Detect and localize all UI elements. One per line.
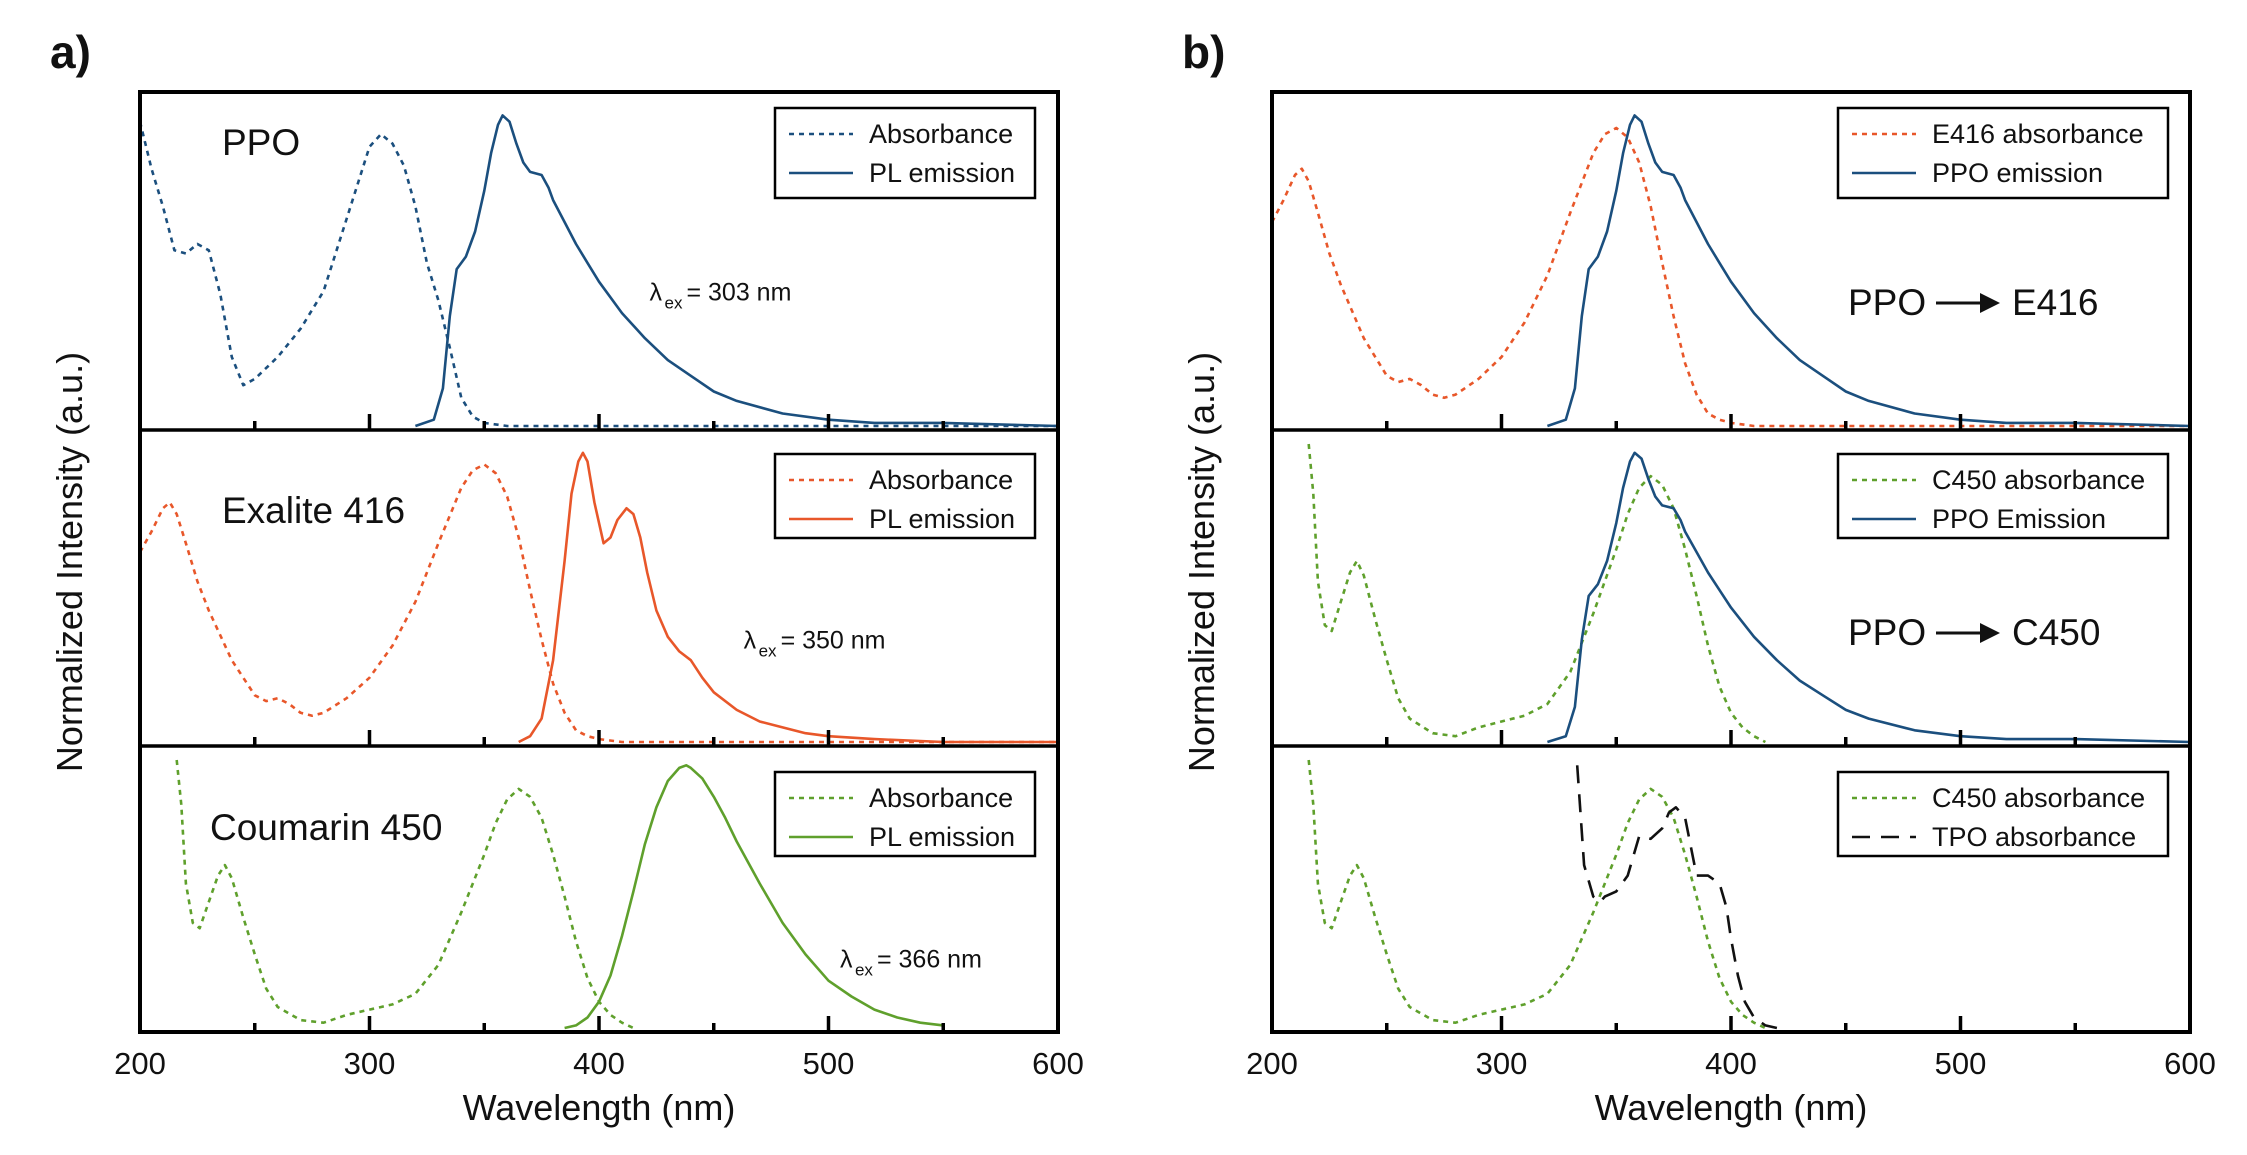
legend-entry: PL emission: [869, 822, 1015, 852]
series-line-pl-emission: [414, 114, 1058, 428]
x-tick-label: 600: [1032, 1046, 1084, 1081]
series-line-pl-emission: [518, 451, 1058, 744]
legend-entry: Absorbance: [869, 465, 1013, 495]
legend-box: [773, 770, 1037, 858]
series-line-ppo-emission: [1546, 114, 2190, 428]
legend-entry: TPO absorbance: [1932, 822, 2136, 852]
legend-entry: PPO emission: [1932, 158, 2103, 188]
transfer-to: C450: [2012, 612, 2100, 653]
transfer-arrow-icon: [1936, 623, 2000, 643]
subplot-curves: [1307, 443, 2190, 744]
y-axis-title: Normalized Intensity (a.u.): [1181, 352, 1222, 772]
series-line-ppo-emission: [1547, 451, 2190, 744]
x-tick-label: 200: [114, 1046, 166, 1081]
subplot-curves: [175, 759, 944, 1030]
legend-entry: PPO Emission: [1932, 504, 2106, 534]
sample-label: PPO: [222, 122, 300, 163]
legend-box: [1836, 106, 2170, 200]
series-line-absorbance: [140, 463, 1058, 744]
legend-box: [773, 106, 1037, 200]
excitation-lambda: λ: [744, 627, 757, 655]
legend-entry: PL emission: [869, 158, 1015, 188]
legend-entry: Absorbance: [869, 783, 1013, 813]
excitation-wavelength: = 366 nm: [877, 946, 982, 974]
series-line-c450-absorbance: [1307, 443, 1766, 744]
series-line-absorbance: [175, 759, 634, 1030]
series-line-pl-emission: [564, 764, 944, 1030]
transfer-to: E416: [2012, 282, 2098, 323]
subplot-curves: [1307, 759, 1778, 1030]
legend-box: [1836, 770, 2170, 858]
x-tick-label: 300: [1476, 1046, 1528, 1081]
x-tick-label: 600: [2164, 1046, 2216, 1081]
excitation-lambda: λ: [649, 279, 662, 307]
plot-frame: [1270, 90, 2192, 1034]
x-axis-title: Wavelength (nm): [1595, 1087, 1868, 1128]
excitation-wavelength: = 350 nm: [781, 627, 886, 655]
legend-entry: Absorbance: [869, 119, 1013, 149]
legend-entry: PL emission: [869, 504, 1015, 534]
legend-box: [1836, 452, 2170, 540]
excitation-subscript: ex: [855, 961, 873, 980]
x-tick-label: 300: [344, 1046, 396, 1081]
panel-label: b): [1182, 26, 1225, 78]
subplot-curves: [140, 114, 1058, 428]
x-axis-title: Wavelength (nm): [463, 1087, 736, 1128]
series-line-e416-absorbance: [1272, 126, 2190, 428]
excitation-wavelength: = 303 nm: [686, 279, 791, 307]
x-tick-label: 400: [573, 1046, 625, 1081]
subplot-curves: [1272, 114, 2190, 428]
x-tick-label: 200: [1246, 1046, 1298, 1081]
legend-box: [773, 452, 1037, 540]
excitation-subscript: ex: [759, 642, 777, 661]
legend-entry: C450 absorbance: [1932, 783, 2145, 813]
panel-label: a): [50, 26, 91, 78]
sample-label: Coumarin 450: [210, 807, 442, 848]
transfer-arrow-icon: [1936, 293, 2000, 313]
series-line-c450-absorbance: [1307, 759, 1766, 1030]
x-tick-label: 500: [803, 1046, 855, 1081]
x-tick-label: 400: [1705, 1046, 1757, 1081]
plot-frame: [138, 90, 1060, 1034]
subplot-curves: [140, 451, 1058, 744]
excitation-lambda: λ: [840, 946, 853, 974]
sample-label: Exalite 416: [222, 490, 405, 531]
series-line-tpo-absorbance: [1575, 765, 1778, 1030]
legend-entry: E416 absorbance: [1932, 119, 2144, 149]
transfer-from: PPO: [1848, 612, 1926, 653]
legend-entry: C450 absorbance: [1932, 465, 2145, 495]
transfer-from: PPO: [1848, 282, 1926, 323]
excitation-subscript: ex: [664, 294, 682, 313]
x-tick-label: 500: [1935, 1046, 1987, 1081]
series-line-absorbance: [140, 121, 1058, 428]
y-axis-title: Normalized Intensity (a.u.): [49, 352, 90, 772]
